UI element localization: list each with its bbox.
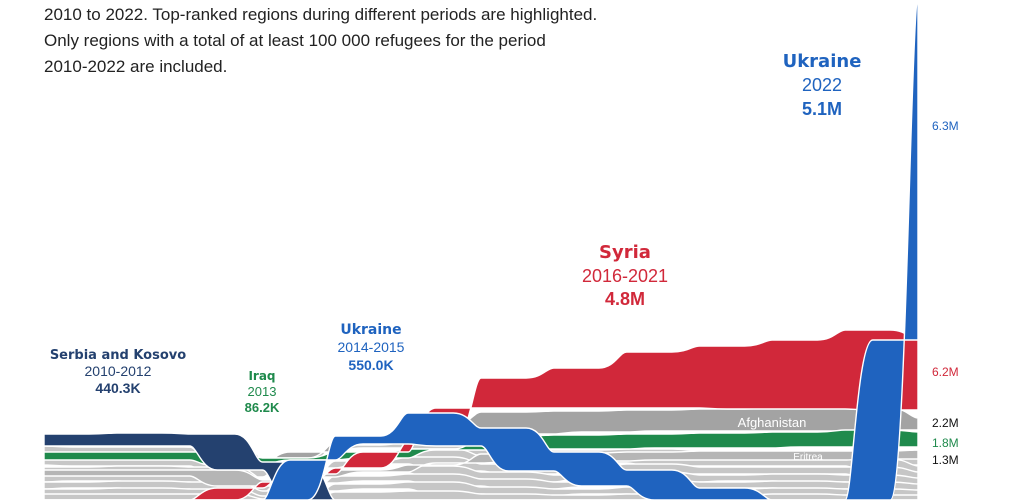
iraq-label: Iraq [248,369,275,383]
streams-layer [43,0,919,500]
end-total-ukraine: 6.3M [932,119,959,133]
ukraine-2014-total: 550.0K [348,357,393,373]
serbia-period: 2010-2012 [85,363,152,379]
end-total-other: 1.3M [932,453,959,467]
syria-label: Syria [599,242,651,263]
afghanistan-stream-label: Afghanistan [738,415,807,430]
iraq-period: 2013 [248,384,277,399]
ukraine-2022-period: 2022 [802,75,842,95]
description-line-2: Only regions with a total of at least 10… [44,31,546,50]
serbia-stream [43,432,918,500]
serbia-label: Serbia and Kosovo [50,348,186,363]
syria-total: 4.8M [605,289,645,309]
iraq-total: 86.2K [245,400,280,415]
ukraine-2014-period: 2014-2015 [338,339,405,355]
labels-layer: Serbia and Kosovo 2010-2012 440.3K Iraq … [50,51,959,467]
ukraine-2022-total: 5.1M [802,99,842,119]
description-line-3: 2010-2022 are included. [44,57,228,76]
end-total-syria: 6.2M [932,365,959,379]
end-total-iraq: 1.8M [932,436,959,450]
description-line-1: 2010 to 2022. Top-ranked regions during … [44,5,598,24]
ukraine-2022-label: Ukraine [783,51,862,72]
syria-period: 2016-2021 [582,266,668,286]
ukraine-stream [44,0,919,500]
end-total-afghanistan: 2.2M [932,416,959,430]
chart-description: 2010 to 2022. Top-ranked regions during … [44,2,764,80]
eritrea-stream-label: Eritrea [793,452,823,463]
ukraine-2014-label: Ukraine [340,322,401,338]
serbia-total: 440.3K [95,380,140,396]
